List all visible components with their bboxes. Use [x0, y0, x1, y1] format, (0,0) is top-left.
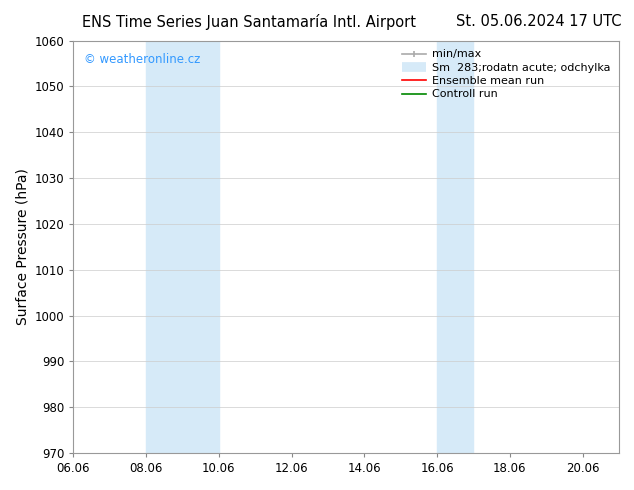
Y-axis label: Surface Pressure (hPa): Surface Pressure (hPa) — [15, 169, 29, 325]
Legend: min/max, Sm  283;rodatn acute; odchylka, Ensemble mean run, Controll run: min/max, Sm 283;rodatn acute; odchylka, … — [398, 46, 614, 103]
Text: St. 05.06.2024 17 UTC: St. 05.06.2024 17 UTC — [456, 14, 621, 29]
Text: © weatheronline.cz: © weatheronline.cz — [84, 53, 200, 66]
Bar — [437, 41, 474, 453]
Text: ENS Time Series Juan Santamaría Intl. Airport: ENS Time Series Juan Santamaría Intl. Ai… — [82, 14, 417, 30]
Bar — [146, 41, 219, 453]
